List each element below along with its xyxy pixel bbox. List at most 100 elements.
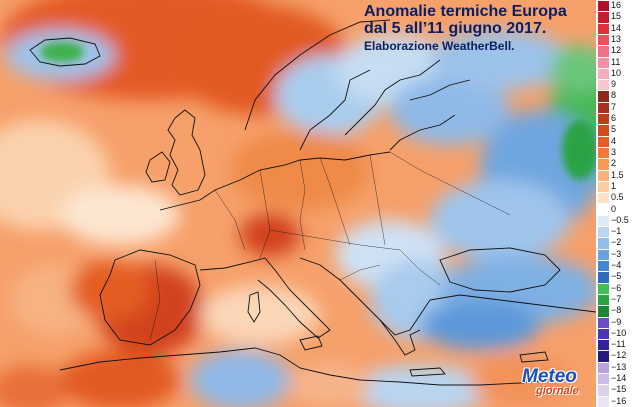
legend-label: 15 (611, 11, 622, 22)
legend-entry: 4 (596, 135, 640, 147)
legend-label: −10 (611, 327, 627, 338)
legend-swatch (598, 169, 609, 181)
legend-entry: 5 (596, 124, 640, 136)
legend-swatch (598, 260, 609, 272)
legend-entry: 2 (596, 158, 640, 170)
legend-swatch (598, 33, 609, 46)
legend-label: 1.5 (611, 169, 624, 180)
legend-entry: −11 (596, 339, 640, 351)
legend-label: −1 (611, 226, 622, 237)
legend-label: 9 (611, 79, 617, 90)
legend-label: 3 (611, 146, 617, 157)
legend-label: −9 (611, 316, 622, 327)
legend-swatch (598, 56, 609, 68)
legend-swatch (598, 45, 609, 57)
legend-entry: 1.5 (596, 169, 640, 181)
legend-label: −0.5 (611, 214, 629, 225)
legend-entry: 14 (596, 22, 640, 34)
legend-label: 8 (611, 90, 617, 101)
temperature-anomaly-map (0, 0, 596, 407)
legend-swatch (598, 373, 609, 385)
legend-swatch (598, 316, 609, 328)
legend-entry: −4 (596, 260, 640, 272)
legend-entry: 6 (596, 113, 640, 125)
legend-label: −13 (611, 361, 627, 372)
legend-label: −3 (611, 248, 622, 259)
legend-label: 7 (611, 101, 617, 112)
logo-text-giornale: giornale (536, 385, 579, 397)
color-scale-legend: 16 15 14 13 12 11 10 9 8 7 6 5 4 3 2 1.5 1 0.5 0 −0.5 −1 −2 −3… (596, 0, 640, 407)
legend-label: −7 (611, 293, 622, 304)
legend-label: −15 (611, 384, 627, 395)
legend-entry: 3 (596, 146, 640, 159)
legend-label: 2 (611, 158, 617, 169)
legend-entry: −16 (596, 395, 640, 407)
legend-swatch (598, 350, 609, 362)
legend-entry: −14 (596, 373, 640, 385)
legend-label: −11 (611, 339, 626, 350)
legend-label: 1 (611, 180, 617, 191)
legend-swatch (598, 203, 609, 215)
legend-entry: −1 (596, 226, 640, 238)
legend-entry: 9 (596, 79, 640, 91)
legend-entry: −2 (596, 237, 640, 249)
legend-swatch (598, 146, 609, 159)
map-date-range: dal 5 all’11 giugno 2017. (364, 20, 547, 38)
legend-label: 0 (611, 203, 617, 214)
legend-swatch (598, 79, 609, 91)
legend-label: −5 (611, 271, 622, 282)
legend-entry: −0.5 (596, 214, 640, 227)
legend-entry: 0 (596, 203, 640, 215)
legend-swatch (598, 327, 609, 340)
legend-entry: 7 (596, 101, 640, 114)
legend-swatch (598, 237, 609, 249)
legend-entry: −3 (596, 248, 640, 261)
legend-swatch (598, 22, 609, 34)
legend-label: −8 (611, 305, 622, 316)
legend-entry: 16 (596, 0, 640, 12)
legend-swatch (598, 67, 609, 80)
legend-label: 10 (611, 67, 622, 78)
legend-swatch (598, 248, 609, 261)
legend-entry: 10 (596, 67, 640, 80)
legend-swatch (598, 11, 609, 23)
legend-label: 6 (611, 113, 617, 124)
legend-label: −4 (611, 260, 622, 271)
legend-entry: −10 (596, 327, 640, 340)
legend-swatch (598, 361, 609, 374)
legend-label: −12 (611, 350, 627, 361)
legend-swatch (598, 90, 609, 102)
legend-swatch (598, 339, 609, 351)
legend-swatch (598, 135, 609, 147)
legend-entry: −15 (596, 384, 640, 396)
legend-swatch (598, 384, 609, 396)
legend-swatch (598, 395, 609, 407)
legend-entry: −8 (596, 305, 640, 317)
logo-text-meteo: Meteo (522, 366, 577, 387)
legend-label: 0.5 (611, 192, 624, 203)
legend-swatch (598, 158, 609, 170)
legend-swatch (598, 305, 609, 317)
map-title: Anomalie termiche Europa (364, 3, 567, 20)
legend-label: 16 (611, 0, 622, 10)
legend-entry: 1 (596, 180, 640, 193)
legend-swatch (598, 226, 609, 238)
country-borders (149, 151, 511, 341)
legend-swatch (598, 293, 609, 306)
legend-label: −16 (611, 395, 627, 406)
map-credit: Elaborazione WeatherBell. (364, 38, 515, 53)
legend-label: 5 (611, 124, 617, 135)
legend-swatch (598, 180, 609, 193)
legend-entry: 0.5 (596, 192, 640, 204)
legend-swatch (598, 124, 609, 136)
legend-entry: 8 (596, 90, 640, 102)
legend-label: −14 (611, 373, 627, 384)
legend-entry: 12 (596, 45, 640, 57)
legend-entry: −12 (596, 350, 640, 362)
legend-entry: 15 (596, 11, 640, 23)
legend-entry: −9 (596, 316, 640, 328)
map-title-block: Anomalie termiche Europa dal 5 all’11 gi… (364, 3, 596, 52)
legend-swatch (598, 113, 609, 125)
legend-label: 13 (611, 33, 622, 44)
